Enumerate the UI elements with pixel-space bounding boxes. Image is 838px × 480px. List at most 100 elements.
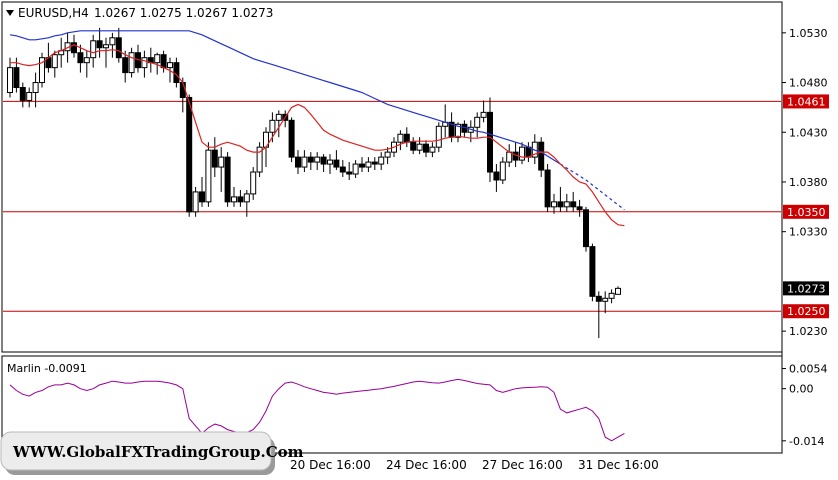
bear-candle-body	[595, 295, 602, 302]
candle	[378, 152, 385, 171]
bull-candle-body	[51, 54, 58, 69]
bear-candle-body	[403, 133, 410, 143]
bear-candle-body	[410, 141, 417, 151]
bear-candle-body	[19, 87, 26, 101]
bear-candle-body	[538, 141, 545, 171]
price-axis: 1.0530 1.0480 1.0430 1.0380 1.0330 1.0230 1.04…	[782, 27, 829, 448]
oscillator-series	[9, 378, 625, 442]
candle	[410, 137, 417, 155]
candle	[615, 286, 621, 295]
bull-candle-body	[301, 156, 308, 168]
ohlc-readout: 1.0267 1.0275 1.0267 1.0273	[94, 6, 273, 20]
bull-candle-body	[167, 62, 173, 69]
bull-candle-body	[378, 156, 385, 165]
bear-candle-body	[13, 67, 20, 89]
level-tag-label: 1.0250	[787, 305, 826, 318]
time-label: 27 Dec 16:00	[482, 458, 563, 472]
candle	[71, 34, 77, 58]
candle	[96, 27, 103, 58]
bear-candle-body	[423, 143, 429, 153]
candle	[83, 50, 90, 78]
candle	[90, 34, 97, 68]
time-label: 20 Dec 16:00	[290, 458, 371, 472]
bull-candle-body	[218, 156, 225, 168]
fast-ma-line	[10, 44, 625, 227]
level-tag	[783, 94, 829, 109]
bull-candle-body	[39, 57, 45, 84]
candle	[77, 44, 84, 73]
candle	[218, 147, 225, 192]
bear-candle-body	[544, 169, 551, 208]
collapse-triangle-icon[interactable]	[6, 10, 14, 16]
candle	[551, 193, 557, 214]
candlestick-series	[7, 27, 621, 339]
bear-candle-body	[333, 159, 340, 168]
bear-candle-body	[493, 171, 500, 181]
candle	[141, 50, 148, 78]
candle	[384, 147, 391, 165]
symbol-label: EURUSD,H4	[18, 6, 89, 20]
level-tag-label: 1.0461	[787, 95, 826, 108]
candle	[544, 164, 551, 212]
candle	[26, 87, 33, 108]
indicator-label: Marlin -0.0091	[7, 362, 87, 375]
time-label: 24 Dec 16:00	[386, 458, 467, 472]
bear-candle-body	[576, 206, 583, 211]
current-price-label: 1.0273	[787, 282, 826, 295]
bear-candle-body	[122, 57, 129, 74]
bull-candle-body	[384, 151, 391, 158]
candle	[224, 152, 231, 207]
bull-candle-body	[429, 146, 436, 153]
bear-candle-body	[371, 161, 378, 165]
bull-candle-body	[480, 111, 487, 118]
candle	[416, 137, 423, 155]
candle	[576, 199, 583, 217]
bear-candle-body	[320, 156, 327, 165]
bull-candle-body	[519, 146, 525, 161]
bull-candle-body	[109, 37, 116, 46]
bull-candle-body	[103, 44, 109, 49]
candle	[103, 37, 109, 68]
bear-candle-body	[487, 111, 493, 173]
price-tick-label: 1.0330	[789, 226, 828, 239]
bull-candle-body	[90, 40, 97, 59]
level-tag	[783, 204, 829, 219]
candle	[19, 82, 26, 108]
time-label: 31 Dec 16:00	[578, 458, 659, 472]
bear-candle-body	[179, 82, 186, 98]
bull-candle-body	[416, 143, 423, 151]
bear-candle-body	[199, 191, 205, 203]
bull-candle-body	[141, 57, 148, 69]
bear-candle-body	[211, 149, 218, 168]
bull-candle-body	[602, 297, 609, 302]
bull-candle-body	[243, 193, 250, 203]
bull-candle-body	[205, 149, 212, 203]
candle	[499, 157, 506, 184]
candle	[493, 164, 500, 192]
bull-candle-body	[26, 91, 33, 101]
bull-candle-body	[256, 146, 263, 173]
bull-candle-body	[435, 125, 442, 148]
bull-candle-body	[608, 292, 615, 299]
marlin-line	[9, 378, 625, 442]
bull-candle-body	[499, 161, 506, 181]
bear-candle-body	[224, 156, 231, 203]
bull-candle-body	[563, 201, 570, 208]
bull-candle-body	[455, 123, 461, 138]
candle	[371, 157, 378, 171]
price-tick-label: 1.0480	[789, 77, 828, 90]
candle	[173, 57, 180, 88]
bull-candle-body	[551, 201, 557, 208]
current-price-tag	[783, 281, 829, 296]
bear-candle-body	[160, 54, 167, 69]
bear-candle-body	[173, 62, 180, 84]
bull-candle-body	[314, 156, 321, 163]
candle	[128, 47, 135, 78]
candle	[608, 289, 615, 304]
bear-candle-body	[583, 209, 589, 248]
horizontal-levels	[3, 100, 781, 312]
candle	[589, 243, 596, 302]
candle	[423, 140, 429, 158]
